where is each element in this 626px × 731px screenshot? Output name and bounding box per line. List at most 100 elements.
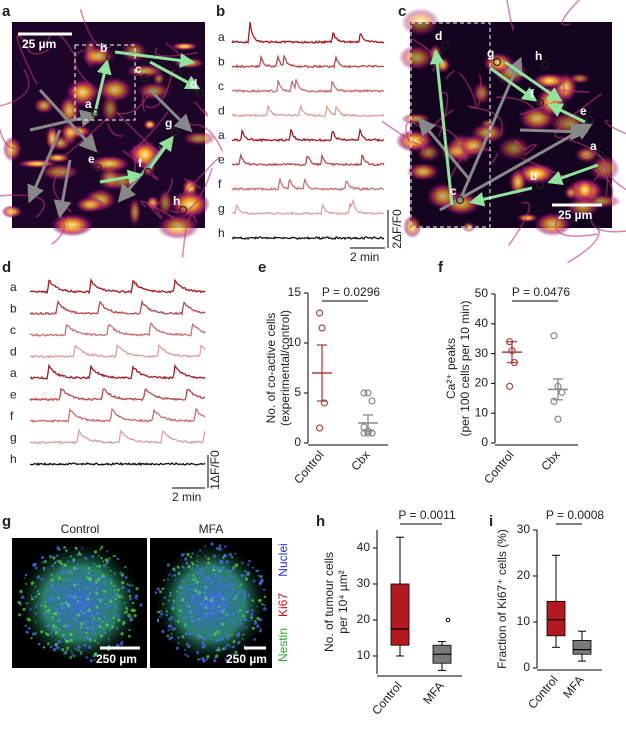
tissue-dot: [61, 605, 66, 610]
tissue-dot: [88, 582, 91, 585]
tissue-dot: [204, 545, 207, 548]
tissue-dot: [20, 595, 25, 600]
tissue-dot: [232, 583, 236, 587]
process: [565, 138, 604, 181]
tissue-dot: [115, 614, 118, 617]
tissue-dot: [93, 632, 97, 635]
tissue-dot: [66, 646, 70, 650]
tissue-dot: [90, 613, 94, 617]
tissue-dot: [209, 612, 213, 616]
point: [360, 429, 368, 437]
tissue-dot: [85, 631, 88, 635]
tissue-dot: [70, 555, 73, 558]
tissue-dot: [210, 542, 214, 546]
amp-scale: 2ΔF/F0: [390, 209, 404, 249]
tissue-dot: [128, 597, 132, 601]
tissue-dot: [220, 637, 224, 641]
tissue-dot: [209, 602, 212, 606]
tissue-dot: [195, 580, 200, 584]
tissue-dot: [31, 632, 36, 636]
outlier: [445, 617, 451, 623]
tissue-dot: [69, 594, 73, 599]
scale-label: 250 µm: [96, 652, 137, 666]
tissue-dot: [206, 561, 210, 565]
tissue-dot: [168, 618, 172, 621]
y-axis-label: Fraction of Ki67⁺ cells (%): [495, 529, 509, 669]
tissue-dot: [42, 646, 46, 649]
cell-glow: [50, 213, 95, 237]
process: [121, 149, 159, 180]
cell-glow: [120, 40, 148, 63]
tissue-dot: [90, 627, 95, 632]
tissue-dot: [259, 575, 263, 578]
tissue-dot: [71, 653, 74, 656]
tissue-dot: [216, 630, 220, 634]
cell-marker: [492, 57, 502, 67]
cell-glow: [101, 93, 120, 124]
tissue-dot: [74, 546, 77, 549]
process: [189, 123, 224, 152]
tissue-dot: [220, 603, 224, 607]
process: [0, 127, 21, 150]
point: [360, 389, 368, 397]
trace-label: g: [218, 202, 225, 216]
tissue-dot: [218, 568, 222, 572]
tissue-dot: [197, 658, 200, 661]
arrow: [53, 159, 72, 219]
tissue-dot: [19, 589, 23, 594]
tissue-dot: [176, 620, 180, 623]
tissue-dot: [88, 638, 92, 642]
tissue-dot: [230, 575, 233, 578]
tissue-dot: [86, 597, 90, 601]
cell-glow: [60, 120, 79, 147]
tissue-dot: [133, 613, 137, 618]
trace-label: f: [10, 409, 14, 423]
tissue-dot: [202, 644, 206, 648]
tissue-dot: [60, 607, 62, 609]
tissue-dot: [161, 587, 164, 590]
tissue-dot: [92, 625, 95, 628]
tissue-dot: [227, 582, 232, 587]
tissue-dot: [97, 554, 100, 558]
tissue-dot: [89, 574, 93, 578]
tissue-dot: [212, 603, 215, 607]
arrow: [148, 88, 193, 133]
tissue-dot: [117, 614, 121, 618]
tissue-dot: [174, 579, 177, 582]
box: [390, 583, 410, 646]
tissue-dot: [210, 582, 213, 585]
tissue-dot: [165, 610, 168, 613]
trace-label: g: [10, 431, 17, 445]
channel-label: Nestin: [276, 628, 290, 662]
y-axis-label: per 10⁴ µm²: [336, 570, 350, 633]
trace-label: b: [218, 55, 225, 69]
tissue-dot: [200, 602, 203, 605]
tissue-dot: [156, 620, 160, 623]
tissue-dot: [177, 570, 180, 573]
tissue-dot: [99, 598, 103, 602]
y-tick-label: 0: [523, 660, 530, 674]
process: [554, 92, 603, 139]
cell-label: g: [487, 46, 494, 60]
tissue-dot: [184, 653, 187, 656]
cell-glow: [44, 152, 71, 163]
cell-marker: [105, 52, 115, 62]
tissue-dot: [24, 624, 28, 628]
tissue-dot: [171, 575, 174, 577]
tissue-dot: [190, 619, 195, 623]
tissue-dot: [162, 603, 165, 606]
cell-label: b: [100, 41, 107, 55]
tissue-dot: [24, 573, 28, 577]
tissue-dot: [217, 605, 221, 609]
tissue-dot: [57, 640, 62, 644]
process: [141, 86, 153, 112]
trace: [231, 79, 385, 94]
process: [458, 72, 477, 106]
tissue-dot: [41, 561, 44, 564]
tissue-dot: [127, 634, 131, 638]
cell-glow: [568, 73, 591, 84]
tissue-dot: [228, 634, 231, 637]
tissue-dot: [172, 603, 175, 606]
tissue-dot: [169, 591, 173, 595]
